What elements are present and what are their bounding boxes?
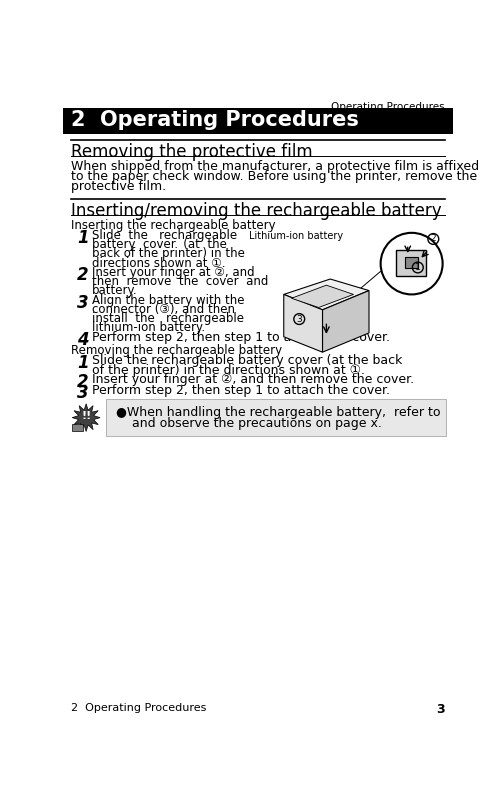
Text: 3: 3 [296, 314, 302, 323]
Polygon shape [72, 404, 100, 432]
Text: Removing the rechargeable battery: Removing the rechargeable battery [70, 345, 282, 358]
Text: connector (③), and then: connector (③), and then [93, 303, 235, 316]
Text: 1: 1 [415, 263, 421, 272]
Text: Perform step 2, then step 1 to attach the cover.: Perform step 2, then step 1 to attach th… [93, 384, 390, 397]
Polygon shape [396, 250, 426, 276]
Text: 4: 4 [77, 330, 89, 349]
Circle shape [381, 233, 443, 294]
Text: 1: 1 [77, 229, 89, 247]
Text: 1: 1 [77, 354, 89, 373]
Text: 2: 2 [77, 266, 89, 284]
Text: ●When handling the rechargeable battery,  refer to: ●When handling the rechargeable battery,… [116, 406, 440, 419]
Text: Slide  the   rechargeable: Slide the rechargeable [93, 229, 237, 242]
Text: Inserting/removing the rechargeable battery: Inserting/removing the rechargeable batt… [70, 202, 441, 220]
Polygon shape [405, 258, 418, 268]
Text: 2  Operating Procedures: 2 Operating Procedures [70, 109, 359, 129]
Text: and observe the precautions on page x.: and observe the precautions on page x. [116, 417, 381, 430]
Text: then  remove  the  cover  and: then remove the cover and [93, 275, 269, 288]
Text: protective film.: protective film. [70, 180, 166, 192]
Text: When shipped from the manufacturer, a protective film is affixed: When shipped from the manufacturer, a pr… [70, 160, 479, 172]
Text: 2: 2 [431, 235, 436, 243]
Polygon shape [322, 290, 369, 352]
Bar [63, 108, 453, 134]
Text: Insert your finger at ②, and then remove the cover.: Insert your finger at ②, and then remove… [93, 373, 414, 386]
Text: directions shown at ①.: directions shown at ①. [93, 257, 226, 270]
Text: !!: !! [82, 411, 92, 421]
Text: Inserting the rechargeable battery: Inserting the rechargeable battery [70, 219, 275, 232]
Polygon shape [292, 285, 354, 307]
Text: battery.: battery. [93, 284, 138, 298]
Bar [72, 424, 83, 432]
Text: Removing the protective film: Removing the protective film [70, 143, 312, 160]
Text: lithium-ion battery.: lithium-ion battery. [93, 322, 205, 334]
Text: 3: 3 [77, 384, 89, 401]
Text: 3: 3 [77, 294, 89, 312]
Text: Operating Procedures: Operating Procedures [331, 102, 445, 112]
Text: 3: 3 [436, 702, 445, 716]
Polygon shape [284, 294, 322, 352]
Text: Align the battery with the: Align the battery with the [93, 294, 245, 306]
Text: Slide the rechargeable battery cover (at the back: Slide the rechargeable battery cover (at… [93, 354, 403, 368]
Text: back of the printer) in the: back of the printer) in the [93, 247, 245, 260]
Text: Lithium-ion battery: Lithium-ion battery [249, 231, 343, 240]
Text: 2  Operating Procedures: 2 Operating Procedures [70, 702, 206, 713]
Polygon shape [284, 279, 369, 310]
Bar [106, 399, 447, 436]
Text: 2: 2 [77, 373, 89, 391]
Text: Perform step 2, then step 1 to attach the cover.: Perform step 2, then step 1 to attach th… [93, 330, 390, 344]
Text: Insert your finger at ②, and: Insert your finger at ②, and [93, 266, 255, 279]
Text: battery  cover  (at  the: battery cover (at the [93, 239, 227, 251]
Text: to the paper check window. Before using the printer, remove the: to the paper check window. Before using … [70, 170, 477, 183]
Text: of the printer) in the directions shown at ①.: of the printer) in the directions shown … [93, 365, 365, 377]
Text: install  the   rechargeable: install the rechargeable [93, 312, 244, 325]
